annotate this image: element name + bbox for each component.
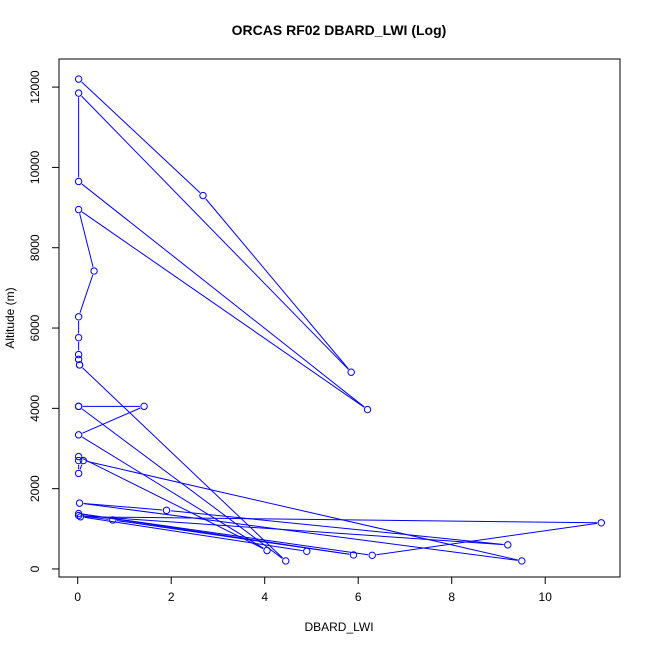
series-segment xyxy=(205,198,349,370)
series-segment xyxy=(79,464,83,470)
series-segment xyxy=(81,81,201,194)
data-point xyxy=(140,402,148,411)
x-tick-label: 2 xyxy=(168,590,175,604)
series-line xyxy=(74,75,605,565)
data-point xyxy=(74,431,83,439)
data-point xyxy=(263,546,271,555)
y-tick-label: 12000 xyxy=(28,70,42,104)
y-tick-label: 10000 xyxy=(28,150,42,184)
data-point xyxy=(74,469,83,478)
series-segment xyxy=(170,510,504,545)
series-segment xyxy=(84,516,303,552)
data-point xyxy=(74,89,83,97)
series-segment xyxy=(82,515,504,546)
data-point xyxy=(597,519,605,527)
series-segment xyxy=(81,183,365,408)
data-point xyxy=(74,333,83,342)
y-tick-label: 8000 xyxy=(28,234,42,261)
chart-title: ORCAS RF02 DBARD_LWI (Log) xyxy=(232,22,447,38)
y-axis-label: Altitude (m) xyxy=(3,287,17,348)
x-tick-label: 4 xyxy=(261,590,268,604)
data-point xyxy=(303,547,311,556)
data-point xyxy=(74,355,83,364)
data-point xyxy=(76,513,85,521)
data-point xyxy=(90,267,98,275)
y-tick-label: 6000 xyxy=(28,314,42,341)
data-point xyxy=(74,177,83,186)
data-point xyxy=(79,456,88,465)
x-tick-label: 6 xyxy=(355,590,362,604)
x-tick-label: 10 xyxy=(539,590,553,604)
data-point xyxy=(74,205,83,214)
data-point xyxy=(74,452,83,461)
series-segment xyxy=(79,274,94,313)
series-segment xyxy=(83,503,518,561)
series-segment xyxy=(81,211,365,408)
data-point xyxy=(74,75,83,83)
y-tick-label: 0 xyxy=(28,565,42,572)
data-point xyxy=(162,506,171,515)
data-point xyxy=(74,350,83,359)
data-point xyxy=(74,313,83,321)
series-segment xyxy=(79,213,94,268)
series-segment xyxy=(81,436,264,549)
y-axis: 0 2000 4000 6000 8000 10000 12000 xyxy=(28,70,60,572)
series-segment xyxy=(376,522,598,556)
data-point xyxy=(368,551,376,560)
data-point xyxy=(518,557,526,565)
data-point xyxy=(74,456,83,465)
x-tick-label: 0 xyxy=(74,590,81,604)
y-tick-label: 2000 xyxy=(28,475,42,502)
series-segment xyxy=(83,502,163,511)
data-point xyxy=(74,402,83,411)
series-segment xyxy=(82,367,284,559)
data-point xyxy=(109,516,117,524)
data-point xyxy=(75,361,84,369)
data-point xyxy=(74,511,83,520)
series-segment xyxy=(81,95,349,370)
y-tick-label: 4000 xyxy=(28,395,42,422)
series-segment xyxy=(84,516,598,524)
data-point xyxy=(347,368,355,376)
data-point xyxy=(504,541,512,549)
plot-frame xyxy=(58,58,621,578)
x-tick-label: 8 xyxy=(448,590,455,604)
data-point xyxy=(363,405,372,414)
data-point xyxy=(199,191,207,200)
series-segment xyxy=(82,407,141,434)
x-axis-label: DBARD_LWI xyxy=(304,620,373,634)
series-segment xyxy=(87,461,518,561)
data-point xyxy=(349,551,358,559)
x-axis: 0 2 4 6 8 10 xyxy=(74,576,553,604)
series-segment xyxy=(82,457,264,550)
data-point xyxy=(282,557,290,565)
series-segment xyxy=(82,513,369,556)
data-point xyxy=(75,499,84,507)
